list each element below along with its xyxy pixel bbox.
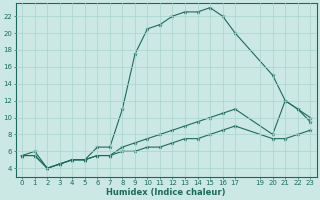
- X-axis label: Humidex (Indice chaleur): Humidex (Indice chaleur): [107, 188, 226, 197]
